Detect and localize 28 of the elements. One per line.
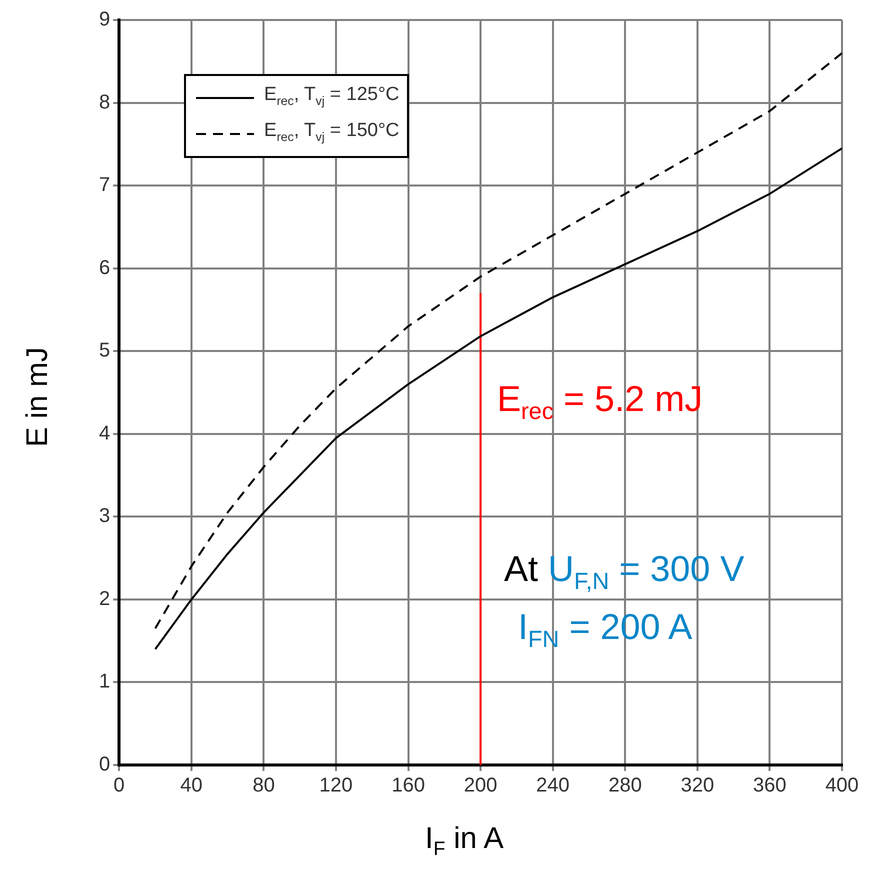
legend-label: E$_{rec}$, T$_{vj}$ = 125°C (264, 83, 400, 110)
x-tick-label: 120 (319, 774, 353, 797)
y-tick-label: 3 (99, 505, 110, 528)
x-tick-label: 360 (753, 774, 786, 797)
x-axis-title: I$_{F}$ in A (425, 822, 504, 861)
y-axis-title: E in mJ (21, 346, 55, 450)
legend-label: E$_{rec}$, T$_{vj}$ = 150°C (264, 118, 400, 146)
y-tick-label: 8 (99, 91, 110, 114)
annotation: E$_{rec}$ = 5.2 mJ (497, 378, 703, 426)
annotation: At U$_{F,N}$ = 300 V (504, 548, 744, 596)
y-tick-label: 5 (99, 340, 110, 362)
x-tick-label: 0 (114, 774, 125, 797)
annotation: I$_{FN}$ = 200 A (518, 606, 692, 654)
x-tick-label: 80 (252, 774, 275, 797)
y-tick-label: 9 (99, 8, 110, 31)
y-tick-label: 1 (99, 670, 110, 693)
x-tick-label: 400 (825, 774, 859, 797)
y-tick-label: 2 (99, 588, 110, 610)
x-tick-label: 160 (392, 774, 425, 797)
y-tick-label: 7 (99, 174, 110, 196)
y-tick-label: 0 (99, 754, 110, 776)
x-tick-label: 200 (464, 774, 498, 797)
x-tick-label: 280 (608, 774, 642, 797)
y-tick-label: 6 (99, 256, 110, 279)
x-tick-label: 240 (536, 774, 570, 797)
x-tick-label: 40 (180, 774, 203, 797)
y-tick-label: 4 (99, 422, 110, 444)
x-tick-label: 320 (680, 774, 714, 797)
